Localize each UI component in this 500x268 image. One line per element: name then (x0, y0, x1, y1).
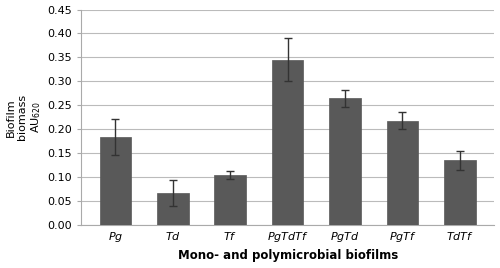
Bar (214, 175, 246, 225)
Bar (330, 98, 361, 225)
Bar (100, 137, 132, 225)
X-axis label: Mono- and polymicrobial biofilms: Mono- and polymicrobial biofilms (178, 250, 398, 262)
Y-axis label: Biofilm
biomass
AU$_{620}$: Biofilm biomass AU$_{620}$ (6, 94, 43, 140)
Bar (272, 60, 304, 225)
Bar (157, 193, 188, 225)
Bar (386, 121, 418, 225)
Bar (444, 160, 476, 225)
